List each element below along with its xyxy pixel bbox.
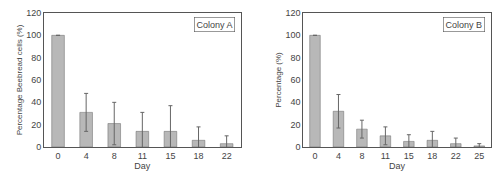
svg-text:Day: Day (134, 161, 151, 171)
svg-text:0: 0 (56, 151, 61, 161)
svg-text:60: 60 (31, 75, 41, 85)
svg-text:11: 11 (138, 151, 147, 161)
svg-text:8: 8 (112, 151, 117, 161)
svg-text:20: 20 (290, 120, 300, 130)
svg-text:120: 120 (26, 8, 41, 18)
svg-text:4: 4 (336, 151, 341, 161)
svg-text:11: 11 (381, 151, 390, 161)
svg-text:Percentage Beebread cells (%): Percentage Beebread cells (%) (15, 24, 24, 135)
svg-text:0: 0 (295, 142, 300, 152)
svg-text:22: 22 (451, 151, 461, 161)
svg-text:Colony B: Colony B (446, 20, 483, 30)
svg-text:0: 0 (312, 151, 317, 161)
svg-text:40: 40 (31, 97, 41, 107)
svg-text:4: 4 (84, 151, 89, 161)
svg-text:Colony A: Colony A (197, 20, 233, 30)
svg-text:Percentage (%): Percentage (%) (274, 52, 283, 108)
svg-text:120: 120 (285, 8, 300, 18)
svg-text:100: 100 (26, 30, 41, 40)
svg-text:8: 8 (359, 151, 364, 161)
svg-text:15: 15 (404, 151, 414, 161)
svg-text:60: 60 (290, 75, 300, 85)
svg-text:15: 15 (165, 151, 175, 161)
svg-text:40: 40 (290, 97, 300, 107)
svg-text:100: 100 (285, 30, 300, 40)
svg-text:25: 25 (474, 151, 484, 161)
svg-text:20: 20 (31, 120, 41, 130)
svg-text:0: 0 (36, 142, 41, 152)
svg-text:80: 80 (290, 53, 300, 63)
svg-text:18: 18 (427, 151, 437, 161)
svg-text:22: 22 (222, 151, 232, 161)
svg-text:18: 18 (194, 151, 204, 161)
svg-text:80: 80 (31, 53, 41, 63)
svg-text:Day: Day (389, 161, 406, 171)
